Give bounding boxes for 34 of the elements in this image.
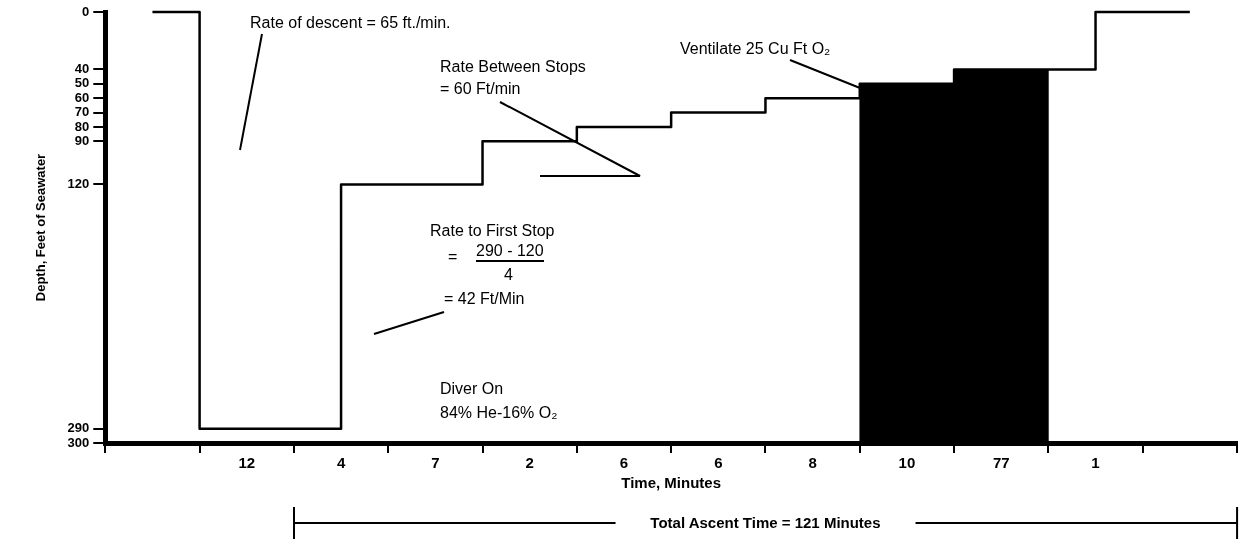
text: Total Ascent Time = 121 Minutes [650,514,881,531]
annotation: Rate Between Stops [440,58,586,76]
y-tick-label: 80 [74,118,90,134]
y-tick-label: 90 [74,132,90,148]
x-tick-label: 2 [525,454,534,472]
x-tick-label: 10 [898,454,916,472]
x-tick-label: 77 [992,454,1010,472]
y-tick-label: 60 [74,89,90,105]
x-tick-label: 12 [238,454,256,472]
annotation: = 60 Ft/min [440,80,521,98]
annotation: = 42 Ft/Min [444,290,525,308]
x-tick-label: 8 [808,454,817,472]
y-tick-label: 50 [74,75,90,91]
x-tick-label: 1 [1091,454,1100,472]
y-tick-label: 290 [67,420,90,436]
annotation: Rate to First Stop [430,222,555,240]
annotation: Diver On [440,380,504,398]
x-tick-label: 6 [619,454,629,472]
annotation: 290 - 120 [476,242,544,262]
y-tick-label: 120 [67,175,90,191]
y-tick-label: 300 [67,434,90,450]
annotation: 4 [504,266,513,284]
y-axis-title: Depth, Feet of Seawater [33,153,49,302]
x-tick-label: 6 [714,454,723,472]
y-tick-label: 40 [74,61,90,77]
annotation: Ventilate 25 Cu Ft O₂ [680,40,831,58]
y-tick-label: 0 [82,3,90,19]
x-tick-label: 7 [431,454,440,472]
annotation: 84% He-16% O₂ [440,404,558,422]
annotation: Rate of descent = 65 ft./min. [250,14,451,32]
x-tick-label: 4 [336,454,346,472]
annotation: = [448,248,458,266]
y-tick-label: 70 [74,104,90,120]
x-axis-title: Time, Minutes [621,474,722,492]
